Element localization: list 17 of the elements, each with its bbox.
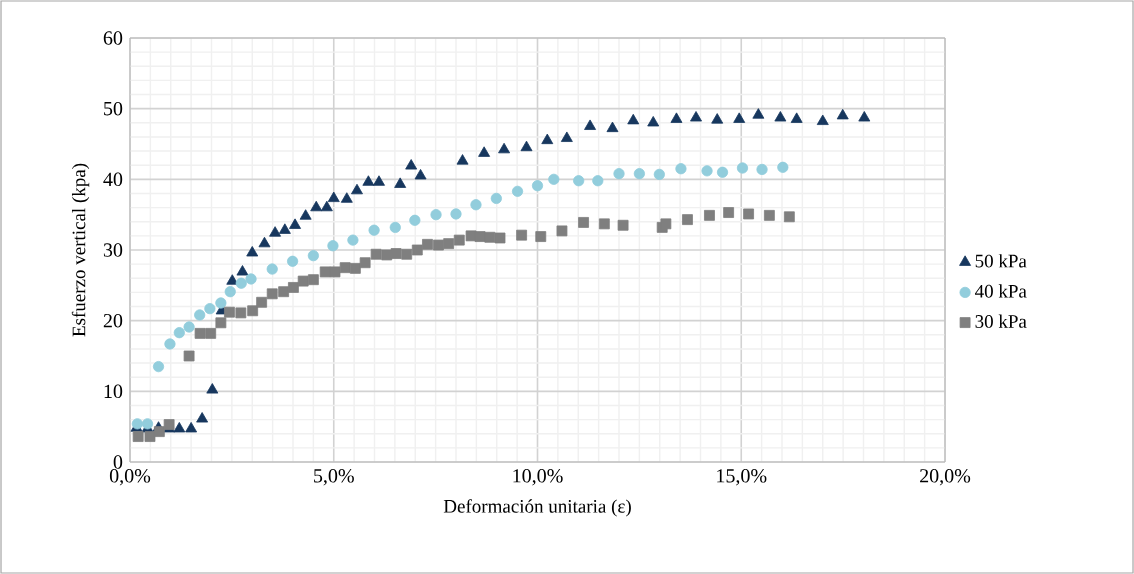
y-tick-label: 50	[104, 101, 123, 116]
y-tick-label: 40	[103, 172, 123, 187]
x-tick-label: 0,0%	[109, 469, 151, 486]
x-tick-label: 5,0%	[314, 469, 354, 486]
y-tick-label: 60	[103, 31, 123, 45]
y-axis-title: Esfuerzo vertical (kpa)	[71, 163, 90, 337]
legend-label: 40 kPa	[975, 284, 1027, 298]
x-tick-label: 15,0%	[717, 469, 767, 486]
x-axis-title: Deformación unitaria (ε)	[443, 499, 631, 517]
y-tick-label: 20	[103, 313, 123, 328]
y-tick-label: 30	[103, 243, 123, 257]
legend-label: 30 kPa	[975, 314, 1027, 328]
x-tick-label: 10,0%	[513, 469, 563, 486]
y-tick-label: 0	[113, 455, 123, 469]
legend-label: 50 kPa	[975, 254, 1027, 268]
y-tick-label: 10	[104, 384, 123, 399]
x-tick-label: 20,0%	[920, 469, 971, 486]
